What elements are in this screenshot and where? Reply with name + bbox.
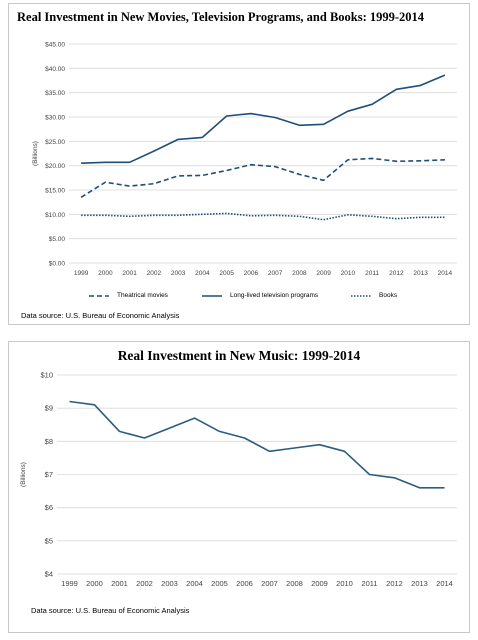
x-tick-label: 2000 xyxy=(98,270,113,277)
y-tick-label: $10 xyxy=(40,371,53,380)
x-tick-label: 2011 xyxy=(361,579,377,588)
x-tick-label: 2013 xyxy=(411,579,428,588)
x-tick-label: 2008 xyxy=(286,579,303,588)
y-tick-label: $25.00 xyxy=(45,139,65,146)
data-source-note: Data source: U.S. Bureau of Economic Ana… xyxy=(21,311,180,320)
legend-label-books: Books xyxy=(379,292,398,299)
chart-plot-music: $4 $5 $6 $7 $8 $9 $10 1999 2000 2001 2002 2003 2004 2… xyxy=(20,371,457,588)
x-tick-label: 2006 xyxy=(236,579,253,588)
y-tick-label: $4 xyxy=(45,570,53,579)
x-tick-label: 2003 xyxy=(171,270,186,277)
y-axis-label: (Billions) xyxy=(32,141,39,166)
x-tick-label: 2011 xyxy=(365,270,379,277)
x-tick-label: 1999 xyxy=(61,579,78,588)
x-tick-label: 2002 xyxy=(147,270,162,277)
x-tick-label: 2005 xyxy=(211,579,228,588)
y-tick-label: $8 xyxy=(45,437,53,446)
x-tick-label: 2004 xyxy=(186,579,203,588)
y-tick-label: $6 xyxy=(45,503,53,512)
series-line-theatrical-movies xyxy=(80,157,445,198)
series-line-books xyxy=(81,212,445,221)
x-tick-label: 2014 xyxy=(438,270,453,277)
x-tick-label: 2010 xyxy=(336,579,353,588)
chart-title: Real Investment in New Movies, Televisio… xyxy=(17,10,425,24)
x-tick-label: 2010 xyxy=(341,270,356,277)
legend-item-theatrical: Theatrical movies xyxy=(89,292,168,299)
x-tick-label: 2005 xyxy=(219,270,234,277)
y-tick-label: $5 xyxy=(45,536,53,545)
x-tick-label: 2009 xyxy=(311,579,328,588)
x-tick-label: 1999 xyxy=(74,270,89,277)
y-tick-label: $40.00 xyxy=(45,66,65,73)
x-tick-label: 2004 xyxy=(195,270,210,277)
y-tick-label: $7 xyxy=(45,470,53,479)
chart-panel-music: Real Investment in New Music: 1999-2014 … xyxy=(8,341,470,633)
x-tick-label: 2007 xyxy=(268,270,283,277)
chart-plot-media: $0.00 $5.00 $10.00 $15.00 $20.00 $25.00 $30.00… xyxy=(32,42,457,277)
y-tick-label: $45.00 xyxy=(45,42,65,49)
y-tick-label: $9 xyxy=(45,404,53,413)
chart-title: Real Investment in New Music: 1999-2014 xyxy=(117,348,361,363)
y-tick-label: $10.00 xyxy=(45,212,65,219)
x-tick-label: 2002 xyxy=(136,579,153,588)
y-tick-label: $5.00 xyxy=(49,236,66,243)
y-axis-label: (Billions) xyxy=(20,462,27,487)
y-tick-label: $30.00 xyxy=(45,115,65,122)
x-tick-label: 2013 xyxy=(413,270,428,277)
series-line-music xyxy=(69,400,445,489)
x-tick-label: 2014 xyxy=(436,579,453,588)
y-tick-label: $15.00 xyxy=(45,188,65,195)
y-tick-label: $35.00 xyxy=(45,90,65,97)
x-tick-label: 2001 xyxy=(111,579,128,588)
chart-panel-media: Real Investment in New Movies, Televisio… xyxy=(8,3,470,325)
y-tick-label: $20.00 xyxy=(45,163,65,170)
legend-item-television: Long-lived television programs xyxy=(202,292,318,299)
legend-item-books: Books xyxy=(351,292,397,299)
x-tick-label: 2000 xyxy=(86,579,103,588)
x-tick-label: 2012 xyxy=(389,270,404,277)
x-tick-label: 2001 xyxy=(122,270,137,277)
x-tick-label: 2008 xyxy=(292,270,307,277)
x-tick-label: 2012 xyxy=(386,579,403,588)
x-tick-label: 2006 xyxy=(244,270,259,277)
x-tick-label: 2009 xyxy=(316,270,331,277)
data-source-note: Data source: U.S. Bureau of Economic Ana… xyxy=(31,606,190,615)
legend-label-theatrical: Theatrical movies xyxy=(117,292,168,299)
x-tick-label: 2003 xyxy=(161,579,178,588)
y-tick-label: $0.00 xyxy=(49,261,66,268)
x-tick-label: 2007 xyxy=(261,579,278,588)
series-line-long-lived-television-programs xyxy=(81,74,446,164)
legend-label-television: Long-lived television programs xyxy=(230,292,319,299)
